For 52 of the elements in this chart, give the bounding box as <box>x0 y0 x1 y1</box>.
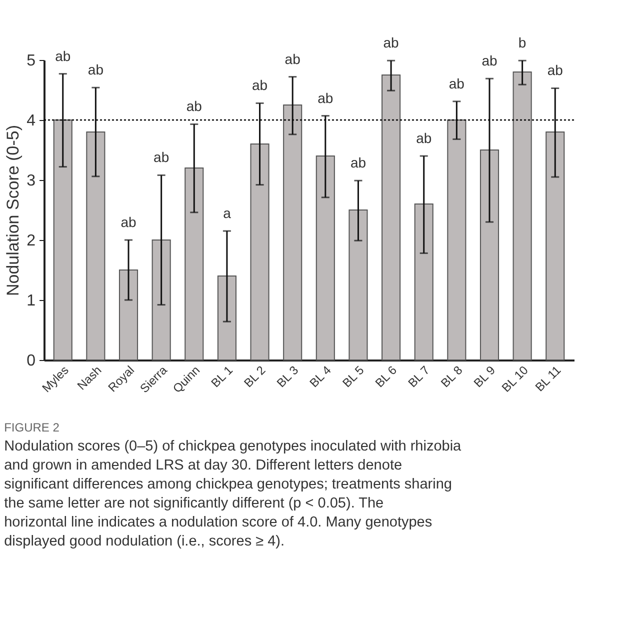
y-tick-label: 4 <box>26 112 36 130</box>
annotation: ab <box>55 48 71 64</box>
annotation: a <box>223 205 232 221</box>
y-tick-label: 5 <box>26 52 36 70</box>
bar <box>250 144 270 360</box>
bar <box>546 132 565 360</box>
text: Nodulation scores (0–5) of chickpea genotypes inoculated with rhizobia and grown in amended LRS at day 30. Different letters denote significant differences among chickpea genotypes; treatments sharing the same letter are not significantly different (p < 0.05). The horizontal line indicates a nodulation score of 4.0. Many genotypes displayed good nodulation (i.e., scores ≥ 4). <box>4 438 462 550</box>
x-tick-label: BL 1 <box>208 362 236 390</box>
bar <box>382 74 401 360</box>
bar <box>447 120 466 360</box>
bar <box>217 276 236 360</box>
y-tick-label: 1 <box>26 292 36 310</box>
bar <box>512 72 532 360</box>
bar <box>348 210 368 360</box>
annotation: ab <box>252 77 268 94</box>
y-axis-title: Nodulation Score (0-5) <box>4 124 23 296</box>
annotation: ab <box>154 149 170 166</box>
x-tick-label: BL 11 <box>532 362 564 394</box>
x-tick-label: BL 4 <box>306 362 334 390</box>
y-tick-label: 0 <box>26 352 36 370</box>
annotation: ab <box>186 98 202 114</box>
bar <box>283 104 302 360</box>
bar <box>316 156 335 360</box>
x-tick-label: BL 3 <box>274 362 302 390</box>
bar <box>414 204 434 360</box>
annotation: ab <box>88 62 104 78</box>
bar <box>184 168 204 360</box>
x-tick-label: BL 2 <box>241 362 268 390</box>
x-tick-label: BL 8 <box>438 362 466 390</box>
annotation: ab <box>547 62 564 78</box>
annotation: ab <box>284 50 301 67</box>
text: FIGURE 2 <box>4 420 60 434</box>
bar <box>53 120 72 360</box>
annotation: ab <box>350 154 366 171</box>
annotation: ab <box>120 214 136 230</box>
bar <box>152 240 171 360</box>
x-tick-label: BL 9 <box>470 362 498 390</box>
bar <box>480 150 500 360</box>
y-tick-label: 2 <box>26 232 36 250</box>
annotation: ab <box>383 34 400 51</box>
annotation: ab <box>318 90 334 106</box>
annotation: ab <box>482 52 498 69</box>
annotation: ab <box>448 75 465 92</box>
x-tick-label: BL 5 <box>340 362 367 390</box>
bar <box>118 270 138 360</box>
x-tick-label: BL 7 <box>405 362 433 390</box>
bar <box>86 132 106 360</box>
y-tick-label: 3 <box>26 172 36 190</box>
x-tick-label: BL 10 <box>499 362 532 395</box>
annotation: b <box>518 34 526 51</box>
annotation: ab <box>416 130 432 146</box>
x-tick-label: BL 6 <box>372 362 400 390</box>
